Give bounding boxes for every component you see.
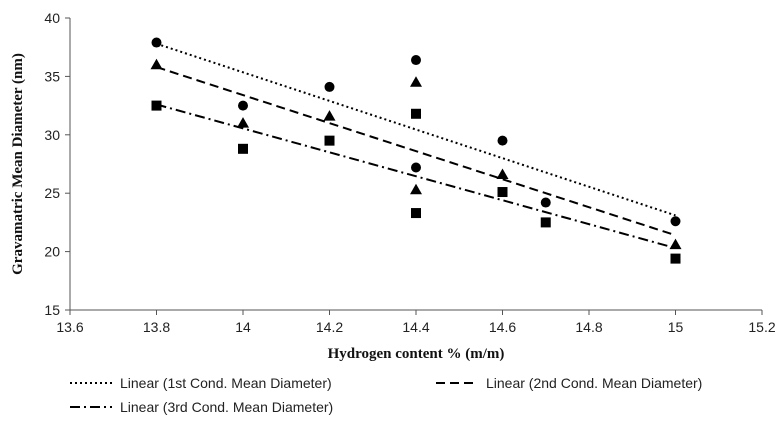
y-tick-label: 15	[44, 302, 60, 318]
point-square	[411, 108, 421, 119]
point-square	[324, 135, 335, 146]
point-square	[411, 208, 421, 219]
y-tick-label: 30	[44, 127, 60, 143]
point-triangle	[669, 238, 682, 250]
point-circle	[670, 216, 681, 227]
point-triangle	[410, 76, 422, 87]
y-tick-label: 25	[44, 185, 60, 201]
point-square	[238, 143, 248, 154]
trendline-1	[156, 42, 676, 217]
point-triangle	[496, 168, 509, 180]
trendline-2	[156, 66, 676, 237]
data-points	[150, 37, 682, 264]
x-tick-labels: 13.6 13.8 14 14.2 14.4 14.6 14.8 15 15.2	[56, 310, 776, 335]
point-triangle	[323, 110, 336, 121]
point-circle	[324, 81, 335, 92]
x-tick-label: 15	[668, 319, 684, 335]
point-triangle	[237, 117, 249, 128]
y-tick-label: 40	[44, 10, 60, 26]
trendlines	[156, 42, 676, 250]
x-tick-label: 15.2	[748, 319, 775, 335]
x-tick-label: 13.6	[56, 319, 83, 335]
y-tick-labels: 15 20 25 30 35 40	[44, 10, 70, 318]
x-tick-label: 14.4	[402, 319, 429, 335]
legend: Linear (1st Cond. Mean Diameter) Linear …	[70, 375, 702, 415]
x-tick-label: 14	[235, 319, 251, 335]
point-circle	[497, 135, 508, 146]
legend-label-2nd: Linear (2nd Cond. Mean Diameter)	[486, 375, 702, 391]
y-tick-label: 20	[44, 244, 60, 260]
point-circle	[151, 37, 162, 48]
point-square	[497, 187, 508, 198]
y-tick-label: 35	[44, 68, 60, 84]
x-tick-label: 14.8	[575, 319, 602, 335]
point-circle	[411, 162, 421, 173]
point-square	[151, 100, 162, 111]
point-circle	[238, 100, 248, 111]
legend-label-1st: Linear (1st Cond. Mean Diameter)	[120, 375, 332, 391]
x-tick-label: 14.6	[489, 319, 516, 335]
point-triangle	[410, 183, 422, 195]
point-square	[540, 217, 551, 228]
x-tick-label: 14.2	[316, 319, 343, 335]
point-triangle	[150, 58, 163, 70]
legend-label-3rd: Linear (3rd Cond. Mean Diameter)	[120, 399, 333, 415]
trendline-3	[156, 103, 676, 250]
point-circle	[540, 197, 551, 208]
x-tick-label: 13.8	[143, 319, 170, 335]
y-axis-title: Gravamatric Mean Diameter (nm)	[10, 53, 26, 275]
x-axis-title: Hydrogen content % (m/m)	[328, 346, 505, 362]
point-circle	[411, 55, 421, 66]
point-square	[670, 253, 681, 264]
